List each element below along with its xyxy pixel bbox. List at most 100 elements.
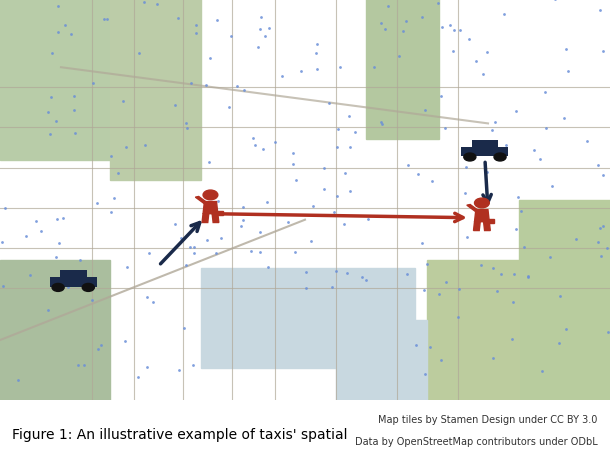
- Circle shape: [464, 154, 476, 162]
- Point: [45, 131, 55, 138]
- Point: [376, 20, 386, 27]
- Point: [190, 250, 199, 258]
- Point: [249, 142, 259, 149]
- Point: [289, 161, 298, 168]
- Point: [497, 271, 506, 278]
- Point: [75, 257, 85, 264]
- Point: [420, 107, 429, 114]
- Point: [258, 146, 268, 153]
- Point: [248, 135, 258, 142]
- Point: [550, 0, 560, 4]
- Point: [188, 361, 198, 369]
- Point: [51, 254, 60, 261]
- Point: [202, 237, 212, 244]
- Point: [597, 253, 606, 260]
- Point: [143, 364, 152, 371]
- Point: [296, 68, 306, 75]
- Point: [523, 273, 533, 280]
- Point: [144, 249, 154, 257]
- Point: [312, 51, 321, 58]
- Point: [511, 226, 521, 233]
- Point: [345, 188, 355, 195]
- Polygon shape: [475, 210, 489, 222]
- Point: [216, 235, 226, 243]
- Point: [501, 142, 511, 149]
- Point: [332, 144, 342, 151]
- Point: [118, 98, 127, 106]
- Point: [270, 139, 280, 146]
- Point: [325, 100, 334, 107]
- Point: [0, 239, 7, 247]
- Polygon shape: [484, 222, 490, 231]
- Point: [351, 129, 361, 136]
- Point: [516, 208, 526, 215]
- Point: [436, 357, 445, 364]
- Point: [513, 194, 523, 201]
- Point: [425, 344, 435, 351]
- Point: [598, 48, 608, 56]
- Point: [461, 190, 470, 197]
- Point: [417, 14, 427, 21]
- Point: [332, 192, 342, 200]
- Point: [263, 263, 273, 271]
- Circle shape: [475, 199, 489, 208]
- Bar: [201, 268, 415, 369]
- Point: [87, 297, 97, 304]
- Point: [555, 293, 565, 300]
- Point: [312, 41, 321, 48]
- Point: [402, 270, 412, 278]
- Point: [554, 339, 564, 346]
- Point: [188, 244, 198, 251]
- Point: [603, 328, 610, 335]
- Point: [537, 368, 547, 375]
- Bar: [366, 0, 439, 140]
- Point: [226, 33, 236, 40]
- Point: [437, 24, 447, 31]
- Polygon shape: [467, 205, 479, 212]
- Point: [594, 238, 603, 246]
- Point: [436, 93, 446, 100]
- Point: [540, 90, 550, 97]
- Point: [191, 22, 201, 29]
- Point: [187, 81, 196, 88]
- Point: [74, 361, 84, 369]
- Point: [277, 73, 287, 81]
- Point: [106, 153, 116, 161]
- Point: [454, 286, 464, 293]
- Point: [54, 240, 64, 247]
- Point: [411, 342, 420, 349]
- Point: [335, 65, 345, 72]
- Point: [173, 15, 183, 23]
- Point: [152, 1, 162, 9]
- Bar: [427, 260, 518, 400]
- Point: [142, 294, 152, 301]
- Point: [461, 164, 471, 171]
- Point: [92, 200, 102, 207]
- Bar: [49, 278, 96, 287]
- Point: [523, 273, 533, 281]
- Point: [290, 249, 300, 256]
- Point: [339, 221, 349, 228]
- Point: [377, 121, 387, 129]
- Point: [262, 199, 272, 206]
- Point: [345, 144, 355, 151]
- Polygon shape: [202, 214, 209, 223]
- Point: [559, 115, 569, 122]
- Point: [32, 217, 41, 225]
- Point: [594, 162, 603, 170]
- Point: [476, 261, 486, 268]
- Point: [561, 46, 571, 54]
- Point: [583, 138, 592, 145]
- Point: [433, 1, 443, 8]
- Point: [320, 165, 329, 172]
- Point: [445, 22, 455, 30]
- Polygon shape: [203, 202, 218, 214]
- Point: [487, 127, 497, 135]
- Point: [291, 177, 301, 184]
- Point: [181, 120, 191, 127]
- Point: [320, 187, 329, 194]
- Circle shape: [52, 284, 64, 292]
- Point: [185, 244, 195, 251]
- Bar: [213, 212, 223, 216]
- Circle shape: [203, 191, 218, 200]
